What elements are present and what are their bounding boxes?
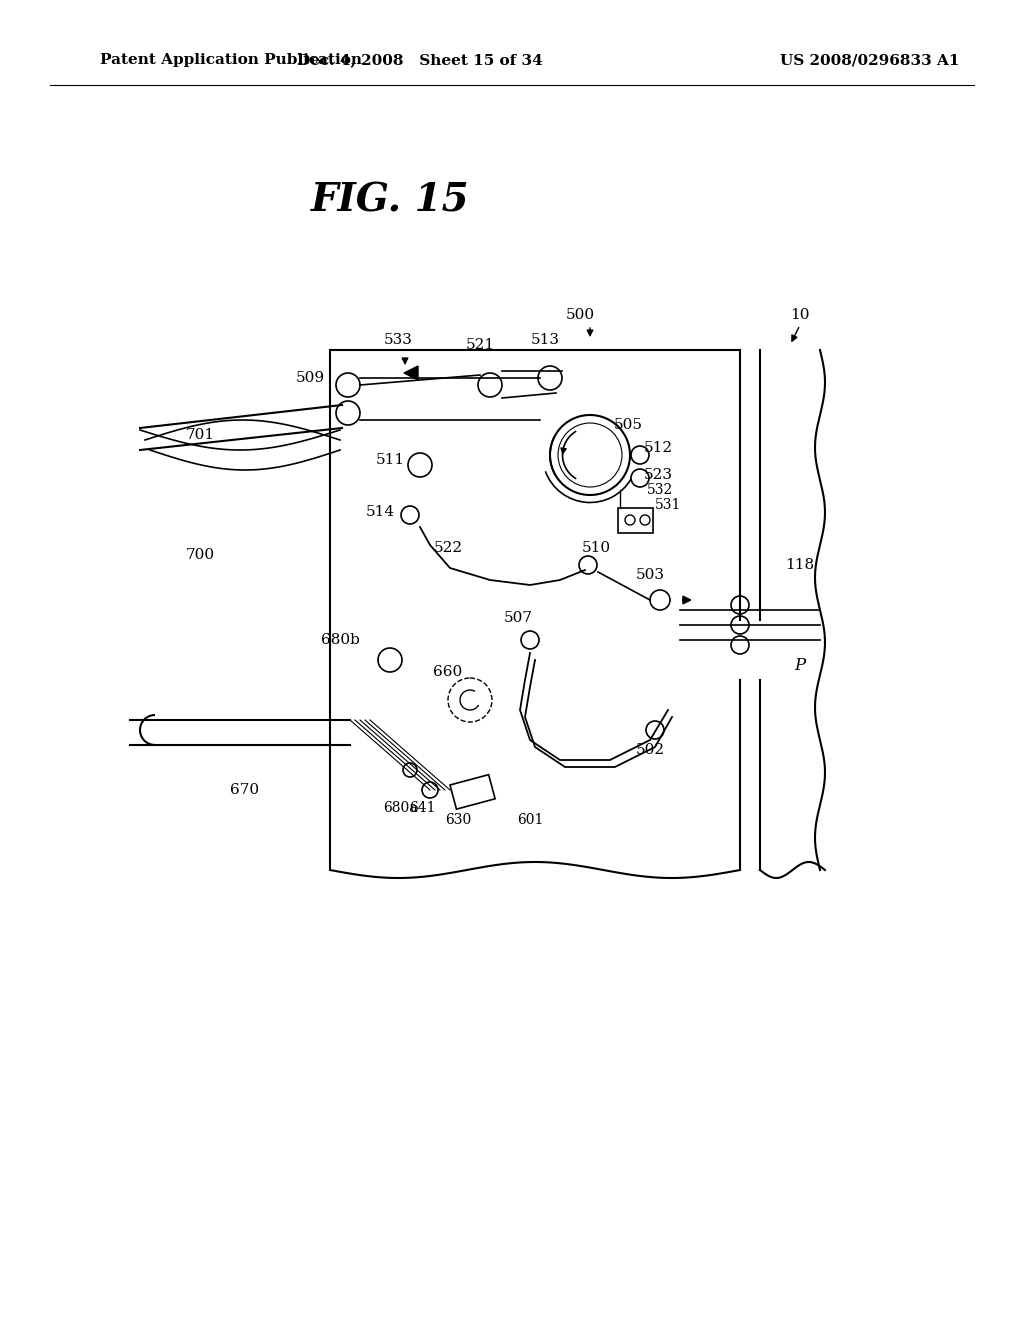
Text: 509: 509 xyxy=(296,371,325,385)
Text: 521: 521 xyxy=(466,338,495,352)
Text: FIG. 15: FIG. 15 xyxy=(310,181,469,219)
Text: 523: 523 xyxy=(643,469,673,482)
Bar xyxy=(618,508,653,533)
Text: 507: 507 xyxy=(504,611,532,624)
Text: 514: 514 xyxy=(366,506,394,519)
Text: Patent Application Publication: Patent Application Publication xyxy=(100,53,362,67)
Text: 700: 700 xyxy=(185,548,215,562)
Text: US 2008/0296833 A1: US 2008/0296833 A1 xyxy=(780,53,959,67)
Text: 118: 118 xyxy=(785,558,814,572)
Bar xyxy=(450,775,496,809)
Text: 660: 660 xyxy=(433,665,463,678)
Text: 680a: 680a xyxy=(383,801,418,814)
Text: 522: 522 xyxy=(433,541,463,554)
Text: 512: 512 xyxy=(643,441,673,455)
Text: 502: 502 xyxy=(636,743,665,756)
Polygon shape xyxy=(404,366,418,380)
Text: 670: 670 xyxy=(230,783,259,797)
Text: 10: 10 xyxy=(791,308,810,322)
Text: 601: 601 xyxy=(517,813,543,828)
Text: Dec. 4, 2008   Sheet 15 of 34: Dec. 4, 2008 Sheet 15 of 34 xyxy=(297,53,543,67)
Text: 531: 531 xyxy=(654,498,681,512)
Text: 532: 532 xyxy=(647,483,673,498)
Text: 500: 500 xyxy=(565,308,595,322)
Text: 533: 533 xyxy=(384,333,413,347)
Text: 701: 701 xyxy=(185,428,215,442)
Text: 513: 513 xyxy=(530,333,559,347)
Text: 680b: 680b xyxy=(321,634,359,647)
Text: 510: 510 xyxy=(582,541,610,554)
Text: 511: 511 xyxy=(376,453,404,467)
Text: 630: 630 xyxy=(444,813,471,828)
Text: 503: 503 xyxy=(636,568,665,582)
Text: 641: 641 xyxy=(409,801,435,814)
Text: 505: 505 xyxy=(613,418,642,432)
Text: P: P xyxy=(795,656,806,673)
